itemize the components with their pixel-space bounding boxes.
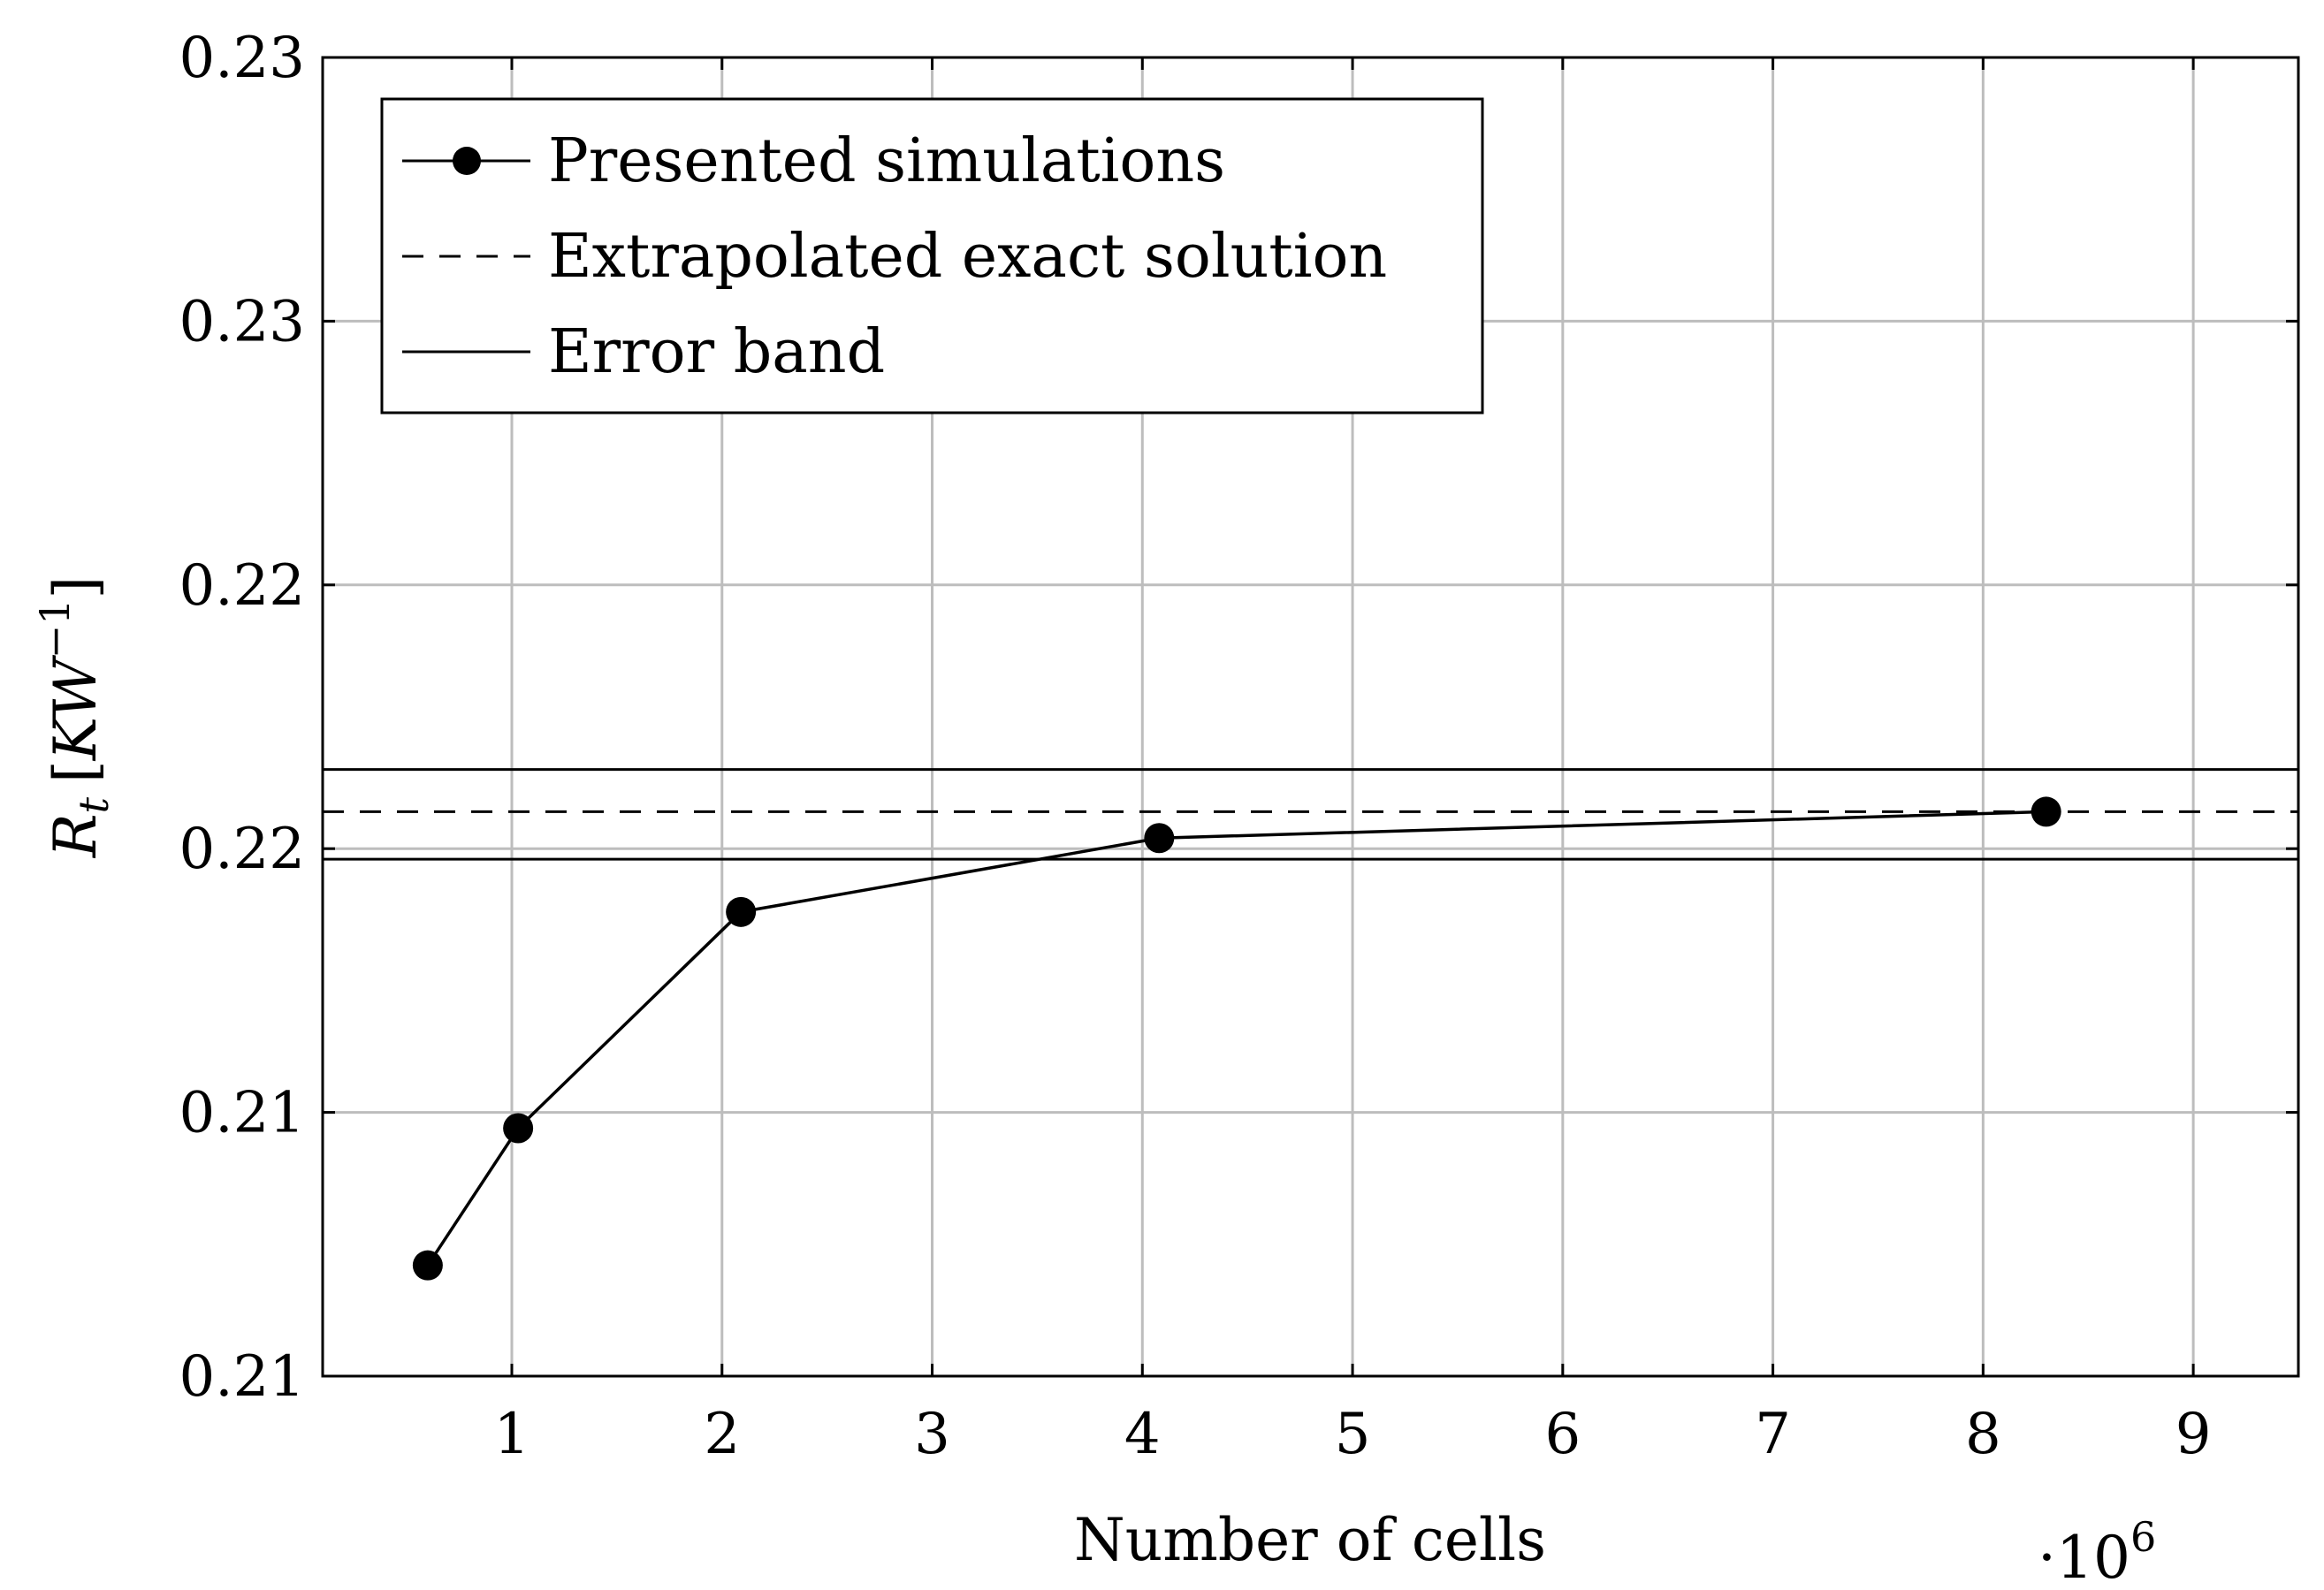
- y-tick-label: 0.23: [179, 26, 306, 91]
- simulation-point: [726, 896, 757, 927]
- legend-box: [380, 97, 1484, 415]
- x-multiplier-exponent: 6: [2130, 1513, 2156, 1561]
- x-tick-label: 5: [1335, 1402, 1371, 1467]
- legend-label-simulations: Presented simulations: [548, 126, 1225, 196]
- x-axis-label: Number of cells: [1074, 1506, 1546, 1574]
- x-tick-label: 4: [1124, 1402, 1161, 1467]
- y-tick-label: 0.23: [179, 289, 306, 354]
- x-tick-label: 8: [1965, 1402, 2001, 1467]
- x-tick-label: 1: [494, 1402, 530, 1467]
- legend-marker-simulations: [453, 147, 481, 175]
- plot-frame: [321, 56, 2300, 1378]
- y-label-open-bracket: [: [42, 760, 110, 783]
- legend-label-error-band: Error band: [548, 317, 885, 387]
- y-tick-label: 0.22: [179, 553, 306, 619]
- simulation-point: [2031, 796, 2061, 827]
- x-tick-label: 9: [2175, 1402, 2212, 1467]
- series: [412, 796, 2061, 1281]
- x-tick-label: 3: [914, 1402, 950, 1467]
- simulation-point: [503, 1113, 534, 1144]
- reference-lines: [323, 768, 2298, 861]
- y-label-unit-exponent: −1: [31, 599, 79, 659]
- simulations-line: [426, 810, 2046, 1267]
- x-multiplier-base: ·10: [2038, 1524, 2130, 1590]
- axis-ticks: 1 2 3 4 5 6 7 8 9 0.21 0.21 0.22 0.22 0.23 0.23: [179, 26, 2298, 1467]
- x-tick-label: 2: [704, 1402, 740, 1467]
- y-label-subscript: t: [70, 796, 118, 813]
- x-tick-label: 6: [1544, 1402, 1581, 1467]
- x-axis-multiplier: ·106: [2038, 1513, 2156, 1590]
- y-label-unit: KW: [42, 654, 110, 761]
- y-tick-label: 0.21: [179, 1344, 306, 1410]
- y-label-close-bracket: ]: [42, 576, 110, 599]
- legend: Presented simulations Extrapolated exact…: [380, 97, 1484, 415]
- simulation-point: [412, 1250, 443, 1281]
- y-label-symbol: R: [42, 813, 110, 858]
- x-tick-label: 7: [1755, 1402, 1791, 1467]
- y-tick-label: 0.22: [179, 817, 306, 882]
- legend-label-extrapolated: Extrapolated exact solution: [548, 222, 1387, 292]
- simulation-point: [1144, 823, 1175, 854]
- y-tick-label: 0.21: [179, 1081, 306, 1146]
- y-axis-label: Rt [KW−1]: [31, 576, 118, 858]
